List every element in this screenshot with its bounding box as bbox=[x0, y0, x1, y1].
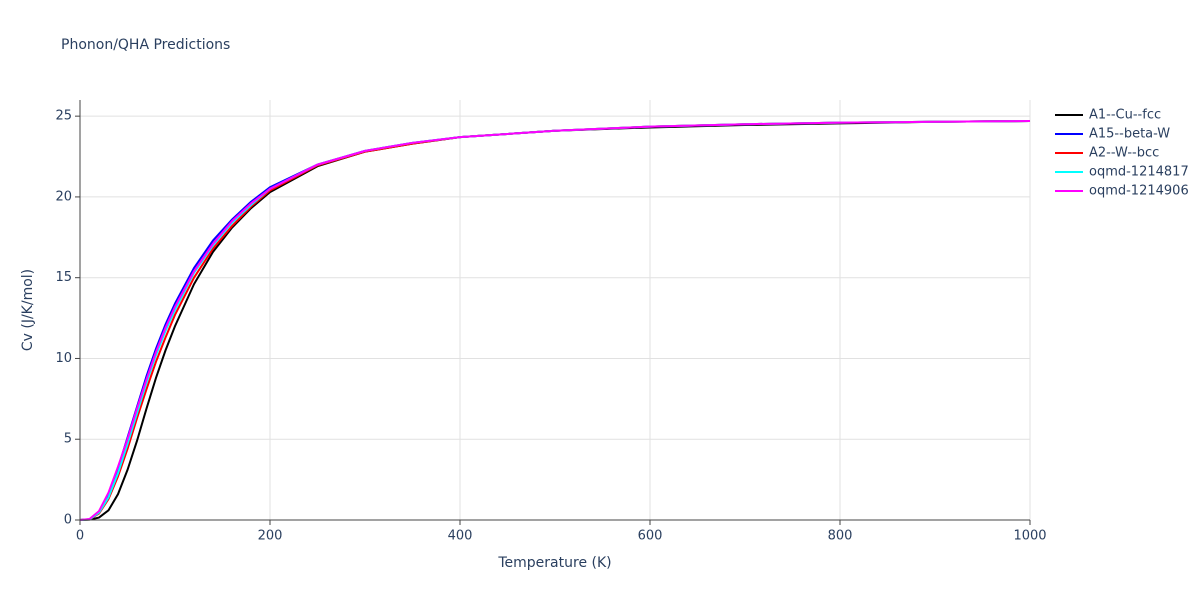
axes: 0 5 10 15 20 25 0 200 400 600 800 1000 bbox=[55, 109, 1046, 544]
x-tick-label: 1000 bbox=[1013, 529, 1046, 544]
x-tick-label: 800 bbox=[828, 529, 853, 544]
y-tick-label: 0 bbox=[64, 513, 72, 528]
legend-label[interactable]: A2--W--bcc bbox=[1089, 146, 1159, 161]
x-tick-label: 200 bbox=[258, 529, 283, 544]
legend: A1--Cu--fcc A15--beta-W A2--W--bcc oqmd-121… bbox=[1055, 108, 1189, 199]
x-tick-label: 400 bbox=[448, 529, 473, 544]
series-line bbox=[79, 120, 1031, 521]
legend-label[interactable]: A15--beta-W bbox=[1089, 127, 1170, 142]
legend-label[interactable]: oqmd-1214817 bbox=[1089, 165, 1189, 180]
x-axis-title: Temperature (K) bbox=[497, 555, 611, 571]
series-line bbox=[79, 120, 1031, 521]
legend-label[interactable]: oqmd-1214906 bbox=[1089, 184, 1189, 199]
x-tick-label: 600 bbox=[638, 529, 663, 544]
series-line bbox=[79, 120, 1031, 521]
series-line bbox=[79, 120, 1031, 521]
grid bbox=[79, 100, 1031, 521]
x-tick-label: 0 bbox=[76, 529, 84, 544]
y-tick-label: 10 bbox=[55, 351, 72, 366]
chart-title: Phonon/QHA Predictions bbox=[61, 37, 230, 53]
y-tick-label: 15 bbox=[55, 270, 72, 285]
y-tick-label: 20 bbox=[55, 189, 72, 204]
y-tick-label: 25 bbox=[55, 109, 72, 124]
legend-label[interactable]: A1--Cu--fcc bbox=[1089, 108, 1161, 123]
series-line bbox=[79, 120, 1031, 521]
y-axis-title: Cv (J/K/mol) bbox=[20, 269, 36, 351]
y-tick-label: 5 bbox=[64, 432, 72, 447]
plot-lines bbox=[79, 120, 1031, 521]
